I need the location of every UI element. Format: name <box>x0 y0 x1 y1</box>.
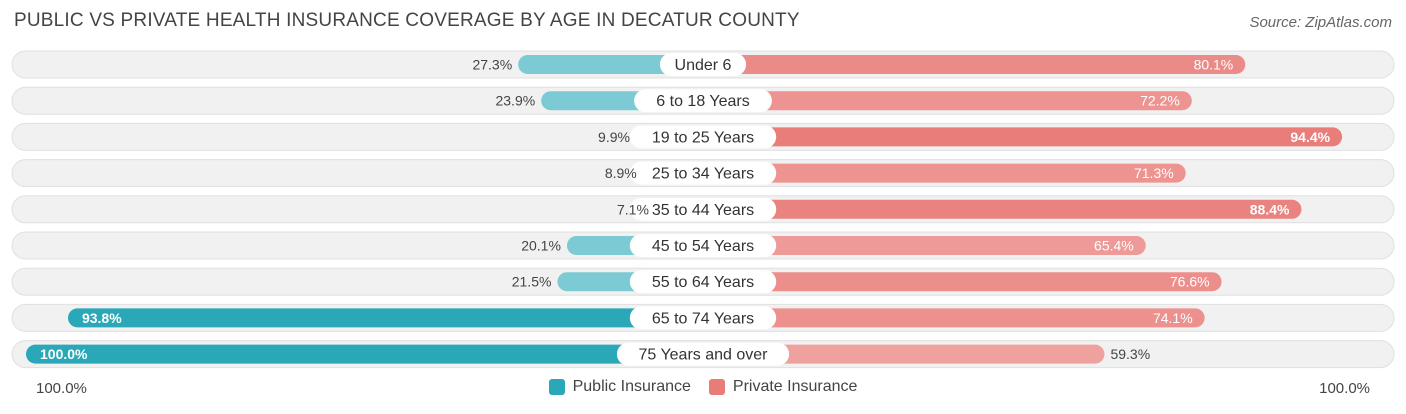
chart-title: PUBLIC VS PRIVATE HEALTH INSURANCE COVER… <box>14 10 800 31</box>
legend-label-private: Private Insurance <box>732 378 858 395</box>
private-bar <box>703 308 1205 328</box>
category-label: 19 to 25 Years <box>652 129 754 146</box>
public-value-label: 8.9% <box>605 165 637 181</box>
public-value-label: 9.9% <box>598 129 630 145</box>
legend-item-private: Private Insurance <box>708 378 858 396</box>
legend-label-public: Public Insurance <box>572 378 691 395</box>
public-value-label: 27.3% <box>472 57 512 73</box>
category-label: 65 to 74 Years <box>652 310 754 327</box>
category-label: 55 to 64 Years <box>652 274 754 291</box>
private-value-label: 76.6% <box>1170 274 1210 290</box>
public-bar <box>26 344 703 364</box>
public-value-label: 21.5% <box>512 274 552 290</box>
axis-right-label: 100.0% <box>1319 380 1370 397</box>
public-bar <box>518 55 703 74</box>
private-bar <box>703 272 1222 292</box>
category-label: 6 to 18 Years <box>656 93 749 110</box>
private-value-label: 72.2% <box>1140 93 1180 109</box>
category-label-bg <box>634 89 772 113</box>
category-label: 75 Years and over <box>639 347 769 364</box>
private-bar <box>703 55 1246 74</box>
public-value-label: 93.8% <box>82 310 122 326</box>
legend-item-public: Public Insurance <box>548 378 691 396</box>
private-bar <box>703 199 1302 219</box>
category-label-bg <box>629 161 777 185</box>
source-credit: Source: ZipAtlas.com <box>1249 14 1392 31</box>
public-value-label: 7.1% <box>617 201 649 217</box>
private-value-label: 74.1% <box>1153 310 1193 326</box>
private-value-label: 71.3% <box>1134 165 1174 181</box>
private-value-label: 94.4% <box>1290 129 1330 145</box>
category-label-bg <box>616 342 790 366</box>
private-bar <box>703 163 1186 183</box>
category-label-bg <box>629 125 777 149</box>
public-value-label: 20.1% <box>521 238 561 254</box>
legend: Public Insurance Private Insurance <box>0 378 1406 396</box>
category-label-bg <box>659 53 747 76</box>
category-label: 45 to 54 Years <box>652 238 754 255</box>
private-bar <box>703 91 1192 111</box>
public-bar <box>67 308 703 328</box>
category-label: 25 to 34 Years <box>652 166 754 183</box>
category-label-bg <box>629 197 777 221</box>
private-bar <box>703 127 1343 147</box>
public-value-label: 100.0% <box>40 346 88 362</box>
private-value-label: 80.1% <box>1194 57 1234 73</box>
private-value-label: 59.3% <box>1110 346 1150 362</box>
private-value-label: 65.4% <box>1094 238 1134 254</box>
category-label-bg <box>629 306 777 330</box>
private-bar <box>703 344 1105 364</box>
legend-swatch-public <box>548 379 565 395</box>
legend-swatch-private <box>708 379 725 395</box>
category-label-bg <box>629 234 777 257</box>
private-bar <box>703 236 1146 255</box>
category-label: Under 6 <box>675 57 732 74</box>
category-label-bg <box>629 270 777 294</box>
public-value-label: 23.9% <box>495 93 535 109</box>
category-label: 35 to 44 Years <box>652 202 754 219</box>
private-value-label: 88.4% <box>1250 201 1290 217</box>
axis-left-label: 100.0% <box>36 380 87 397</box>
